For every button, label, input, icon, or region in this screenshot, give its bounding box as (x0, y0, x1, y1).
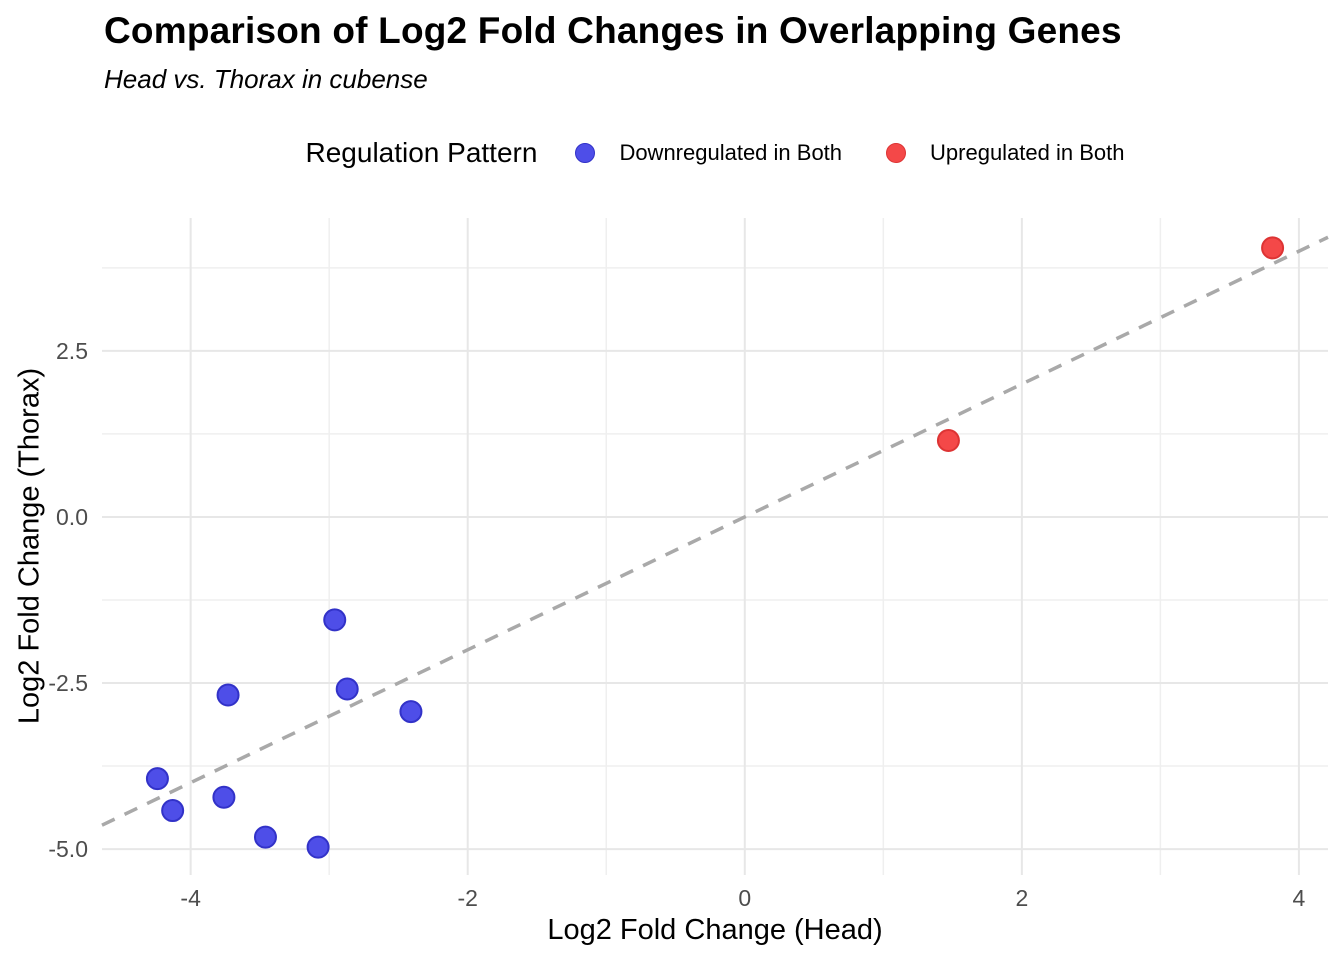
x-axis-title: Log2 Fold Change (Head) (547, 914, 883, 946)
y-tick-label: 0.0 (56, 504, 88, 530)
data-point (399, 700, 423, 724)
data-point (212, 785, 236, 809)
chart-subtitle: Head vs. Thorax in cubense (104, 64, 428, 94)
data-point (936, 429, 960, 453)
data-point (253, 825, 277, 849)
data-point (323, 608, 347, 632)
legend-dot-red-icon (886, 143, 907, 163)
y-tick-label: 2.5 (56, 338, 88, 364)
data-point (335, 677, 359, 701)
legend-item-downregulated: Downregulated in Both (575, 140, 842, 166)
x-tick-label: 4 (1293, 885, 1306, 911)
x-tick-label: 2 (1015, 885, 1028, 911)
x-tick-label: -4 (180, 885, 201, 911)
data-point (1261, 236, 1285, 260)
y-axis-title: Log2 Fold Change (Thorax) (13, 367, 46, 725)
legend-item-upregulated: Upregulated in Both (886, 140, 1125, 166)
data-point (306, 835, 330, 859)
legend-dot-blue-icon (575, 143, 596, 163)
x-tick-label: 0 (738, 885, 751, 911)
x-tick-label: -2 (457, 885, 477, 911)
legend-title: Regulation Pattern (305, 137, 538, 168)
y-tick-label: -5.0 (48, 836, 88, 862)
y-tick-label: -2.5 (48, 670, 88, 696)
data-point (145, 767, 169, 791)
legend-item-label: Upregulated in Both (930, 140, 1125, 165)
legend-item-label: Downregulated in Both (619, 140, 843, 165)
chart-title: Comparison of Log2 Fold Changes in Overl… (104, 10, 1122, 51)
legend: Regulation Pattern Downregulated in Both… (102, 134, 1328, 172)
data-point (216, 683, 240, 707)
identity-dashed-line (101, 235, 1329, 827)
data-point (161, 799, 185, 823)
